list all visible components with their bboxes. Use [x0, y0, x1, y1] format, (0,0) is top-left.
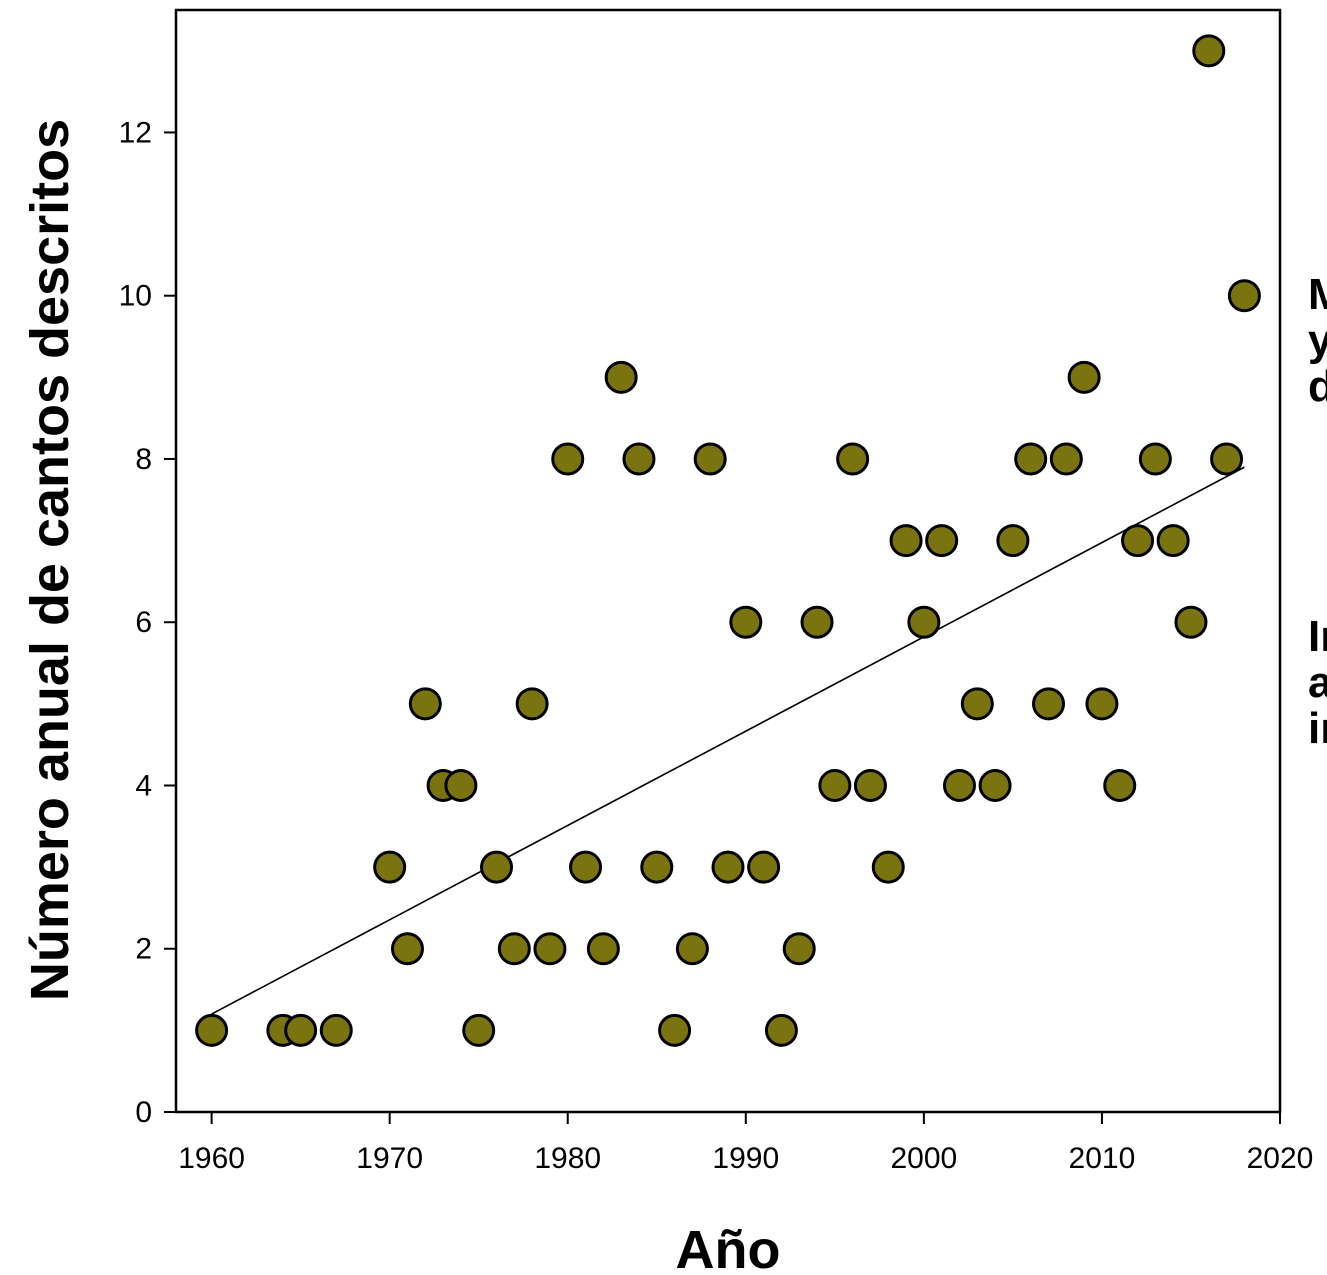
data-point [533, 932, 567, 966]
data-point [1014, 442, 1048, 476]
x-tick-label: 1970 [356, 1142, 423, 1175]
data-point [373, 850, 407, 884]
data-point [319, 1013, 353, 1047]
data-point [480, 850, 514, 884]
y-axis: 0 2 4 6 8 10 12 [119, 116, 176, 1129]
data-point [515, 687, 549, 721]
data-point [1103, 768, 1137, 802]
data-point [408, 687, 442, 721]
data-point [1174, 605, 1208, 639]
data-point [444, 768, 478, 802]
data-point [497, 932, 531, 966]
data-point [907, 605, 941, 639]
data-point [1049, 442, 1083, 476]
y-tick-label: 4 [135, 769, 152, 802]
data-point [818, 768, 852, 802]
data-point [836, 442, 870, 476]
x-tick-label: 1960 [178, 1142, 245, 1175]
data-point [996, 524, 1030, 558]
x-tick-label: 2020 [1247, 1142, 1314, 1175]
x-tick-label: 1980 [534, 1142, 601, 1175]
data-point [1156, 524, 1190, 558]
y-axis-title: Número anual de cantos descritos [20, 119, 80, 1001]
data-point [675, 932, 709, 966]
y-tick-label: 12 [119, 116, 152, 149]
y-tick-label: 6 [135, 606, 152, 639]
data-point [462, 1013, 496, 1047]
data-point [284, 1013, 318, 1047]
y-tick-label: 0 [135, 1096, 152, 1129]
data-point [960, 687, 994, 721]
data-point [390, 932, 424, 966]
data-point [658, 1013, 692, 1047]
data-point [925, 524, 959, 558]
data-points [195, 34, 1261, 1047]
side-text-block-1: M y d [1308, 270, 1327, 411]
data-point [1085, 687, 1119, 721]
data-point [1192, 34, 1226, 68]
data-point [747, 850, 781, 884]
data-point [693, 442, 727, 476]
data-point [978, 768, 1012, 802]
data-point [1121, 524, 1155, 558]
data-point [586, 932, 620, 966]
data-point [1227, 279, 1261, 313]
data-point [889, 524, 923, 558]
data-point [1138, 442, 1172, 476]
data-point [711, 850, 745, 884]
data-point [871, 850, 905, 884]
data-point [764, 1013, 798, 1047]
data-point [853, 768, 887, 802]
data-point [729, 605, 763, 639]
data-point [942, 768, 976, 802]
data-point [1067, 360, 1101, 394]
y-tick-label: 10 [119, 280, 152, 313]
data-point [195, 1013, 229, 1047]
data-point [569, 850, 603, 884]
data-point [551, 442, 585, 476]
side-text-block-2: In a in [1308, 612, 1327, 753]
data-point [640, 850, 674, 884]
y-tick-label: 2 [135, 933, 152, 966]
x-tick-label: 2010 [1069, 1142, 1136, 1175]
plot-frame [174, 8, 1282, 1114]
x-axis: 1960 1970 1980 1990 2000 2010 2020 [178, 1112, 1313, 1175]
data-point [622, 442, 656, 476]
trend-line [211, 466, 1245, 1015]
data-point [1210, 442, 1244, 476]
y-tick-label: 8 [135, 443, 152, 476]
x-tick-label: 1990 [712, 1142, 779, 1175]
data-point [800, 605, 834, 639]
x-axis-title: Año [676, 1220, 781, 1275]
x-tick-label: 2000 [890, 1142, 957, 1175]
data-point [782, 932, 816, 966]
data-point [604, 360, 638, 394]
data-point [1032, 687, 1066, 721]
